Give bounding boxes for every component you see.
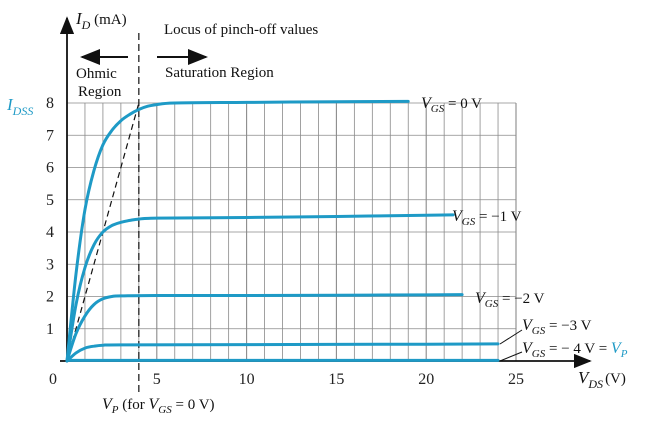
y-tick-label: 6	[46, 160, 54, 177]
x-tick-label: 5	[153, 371, 161, 388]
y-tick-label: 8	[46, 95, 54, 112]
chart-grid	[67, 102, 517, 361]
y-tick-label: 3	[46, 256, 54, 273]
y-tick-label: 5	[46, 192, 54, 209]
y-axis-title: ID (mA)	[75, 9, 127, 32]
ohmic-label-line1: Ohmic	[76, 66, 117, 82]
x-axis-title: VDS (V)	[578, 368, 626, 391]
idss-label: IDSS	[6, 95, 33, 118]
y-tick-label: 4	[46, 224, 54, 241]
series-curve-0	[65, 99, 410, 363]
vp-note: VP (for VGS = 0 V)	[102, 396, 215, 416]
label-vgs-0: VGS = 0 V	[421, 95, 482, 115]
label-vgs-2: VGS = −2 V	[475, 290, 545, 310]
origin-label: 0	[49, 371, 57, 388]
y-tick-label: 1	[46, 321, 54, 338]
x-tick-label: 10	[239, 371, 255, 388]
saturation-label: Saturation Region	[165, 65, 274, 81]
x-tick-label: 25	[508, 371, 524, 388]
ohmic-label-line2: Region	[78, 84, 122, 100]
leader-vgs-3	[499, 329, 523, 345]
label-vgs-1: VGS = −1 V	[452, 208, 522, 228]
series-curve-1	[65, 213, 455, 363]
chart-axes	[59, 16, 592, 369]
x-tick-label: 15	[328, 371, 344, 388]
y-tick-label: 2	[46, 289, 54, 306]
leader-vgs-4	[499, 351, 523, 362]
label-vgs-4: VGS = − 4 V = VP	[522, 340, 628, 360]
y-tick-label: 7	[46, 127, 54, 144]
series-curve-2	[65, 293, 464, 363]
chart-curves	[65, 99, 500, 363]
label-vgs-3: VGS = −3 V	[522, 317, 592, 337]
chart-ticks: 5 10 15 20 25 1 2 3 4 5 6 7 8	[46, 95, 524, 388]
series-curve-3	[65, 342, 500, 363]
locus-label: Locus of pinch-off values	[164, 22, 318, 38]
x-tick-label: 20	[418, 371, 434, 388]
